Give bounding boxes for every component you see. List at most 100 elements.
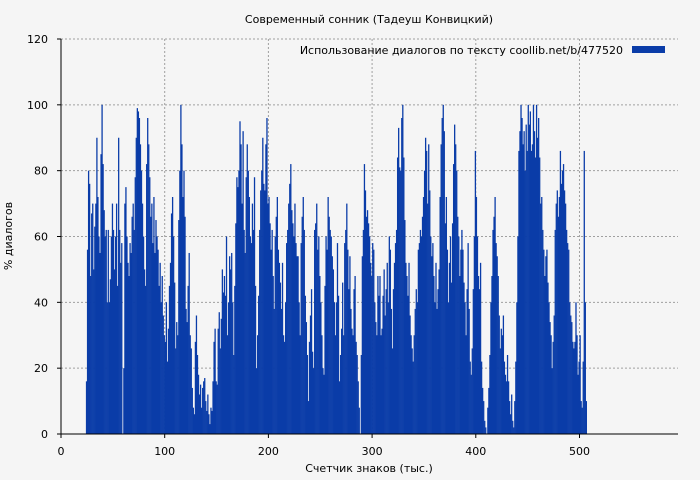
bar bbox=[387, 302, 389, 434]
bar bbox=[418, 243, 421, 434]
bar bbox=[534, 157, 537, 434]
bar bbox=[308, 341, 311, 434]
bar bbox=[461, 229, 463, 434]
bar bbox=[378, 295, 380, 434]
bar bbox=[447, 302, 450, 434]
bar bbox=[371, 276, 373, 434]
bar bbox=[336, 243, 339, 434]
bar bbox=[504, 374, 507, 434]
bar bbox=[465, 335, 467, 434]
bar bbox=[267, 203, 269, 434]
bar bbox=[464, 302, 466, 434]
bar bbox=[342, 282, 344, 434]
bar bbox=[467, 243, 469, 434]
bar bbox=[505, 381, 508, 434]
bar bbox=[421, 216, 424, 434]
bar bbox=[436, 308, 438, 434]
x-axis-label: Счетчик знаков (тыс.) bbox=[305, 462, 433, 475]
x-tick-label: 400 bbox=[465, 445, 486, 458]
bar bbox=[333, 302, 336, 434]
bar bbox=[309, 315, 312, 434]
bar bbox=[433, 276, 435, 434]
bar bbox=[582, 361, 584, 434]
bar bbox=[437, 289, 439, 434]
legend: Использование диалогов по тексту coollib… bbox=[300, 44, 665, 57]
bar bbox=[112, 229, 115, 434]
bar bbox=[171, 197, 174, 434]
bar bbox=[316, 203, 318, 434]
bar bbox=[311, 351, 314, 434]
bar bbox=[516, 302, 518, 434]
bar bbox=[217, 328, 219, 434]
bar bbox=[188, 252, 190, 434]
bar bbox=[183, 170, 185, 435]
bar bbox=[151, 203, 153, 434]
x-tick-label: 100 bbox=[154, 445, 175, 458]
bar bbox=[265, 144, 267, 434]
bar bbox=[301, 216, 303, 434]
bar bbox=[483, 401, 485, 434]
bar bbox=[507, 381, 510, 434]
bar bbox=[185, 308, 187, 434]
bar bbox=[254, 285, 257, 435]
bar bbox=[190, 348, 192, 434]
bar bbox=[526, 150, 528, 435]
bar bbox=[496, 256, 498, 434]
bar bbox=[101, 104, 103, 434]
bar bbox=[289, 183, 291, 434]
bar bbox=[476, 236, 479, 434]
bar bbox=[294, 203, 296, 434]
bar bbox=[115, 203, 118, 434]
bar bbox=[519, 131, 521, 435]
bar bbox=[162, 315, 164, 434]
x-tick-labels: 0 100 200 300 400 500 bbox=[58, 445, 590, 458]
y-axis-label: % диалогов bbox=[2, 202, 15, 270]
bar bbox=[410, 335, 412, 434]
bar bbox=[277, 249, 280, 434]
bar bbox=[506, 355, 509, 434]
bar bbox=[154, 252, 156, 434]
bar bbox=[406, 276, 408, 434]
bar bbox=[227, 302, 230, 434]
chart-title: Современный сонник (Тадеуш Конвицкий) bbox=[245, 13, 493, 26]
bar bbox=[335, 302, 338, 434]
bar bbox=[328, 216, 330, 434]
bar bbox=[174, 282, 176, 434]
bar bbox=[439, 197, 441, 434]
bar bbox=[452, 164, 455, 434]
bar bbox=[269, 223, 271, 434]
bar bbox=[200, 407, 203, 434]
bar bbox=[454, 124, 456, 434]
bar bbox=[479, 262, 482, 434]
bar bbox=[213, 341, 215, 434]
bar bbox=[563, 190, 566, 434]
bar bbox=[429, 190, 431, 434]
bar bbox=[545, 256, 547, 434]
bar bbox=[182, 197, 184, 434]
bar bbox=[404, 220, 406, 434]
bar bbox=[299, 335, 301, 434]
bar bbox=[350, 308, 352, 434]
bar bbox=[458, 236, 460, 434]
bar bbox=[230, 269, 232, 434]
bar bbox=[253, 177, 256, 434]
bar bbox=[186, 322, 188, 434]
bar bbox=[263, 183, 265, 434]
bar bbox=[214, 328, 216, 434]
bar bbox=[315, 223, 317, 434]
bar bbox=[291, 210, 293, 434]
bar bbox=[468, 308, 470, 434]
bar bbox=[517, 236, 519, 434]
bar bbox=[297, 256, 299, 434]
bar bbox=[456, 170, 458, 435]
bar bbox=[136, 108, 138, 435]
bar bbox=[388, 236, 390, 434]
tick-marks bbox=[57, 38, 580, 438]
bar bbox=[528, 124, 530, 434]
bar bbox=[239, 121, 241, 434]
bar bbox=[383, 269, 385, 434]
bar bbox=[219, 348, 221, 434]
bar bbox=[160, 302, 162, 434]
bar bbox=[121, 243, 123, 434]
bar bbox=[470, 374, 472, 434]
